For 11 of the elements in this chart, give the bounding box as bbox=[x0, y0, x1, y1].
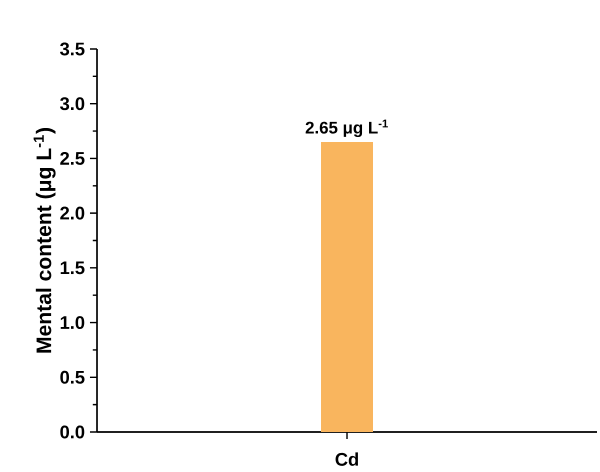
y-tick-label: 3.0 bbox=[60, 97, 84, 110]
y-tick-label: 2.0 bbox=[60, 206, 84, 220]
y-tick-label: 1.5 bbox=[60, 261, 85, 274]
y-tick-label: 2.5 bbox=[60, 152, 85, 165]
y-tick-label: 0.0 bbox=[60, 426, 84, 438]
data-label: 2.65 μg L$^{-1}$ bbox=[306, 120, 388, 138]
y-tick-label: 0.5 bbox=[60, 370, 85, 384]
y-tick-label: 1.0 bbox=[60, 316, 84, 330]
y-axis-title: Mental content (μg L$^{-1}$) bbox=[34, 128, 56, 353]
x-tick-label: Cd bbox=[336, 452, 358, 466]
y-tick-label: 3.5 bbox=[60, 42, 85, 56]
